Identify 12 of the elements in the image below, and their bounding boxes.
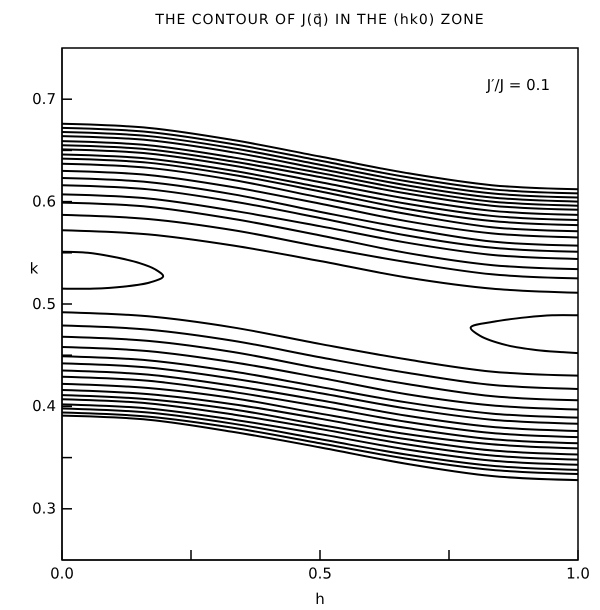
annotation: J′/J = 0.1 <box>486 76 550 94</box>
y-tick-label: 0.6 <box>32 192 56 210</box>
x-tick-label: 1.0 <box>566 564 590 583</box>
x-tick-label: 0.5 <box>308 564 332 583</box>
x-axis-title: h <box>315 590 325 608</box>
chart-title: THE CONTOUR OF J(q⃗) IN THE (hk0) ZONE <box>154 12 485 28</box>
y-tick-label: 0.4 <box>32 397 56 416</box>
y-tick-label: 0.5 <box>32 294 56 313</box>
y-tick-label: 0.7 <box>32 90 56 108</box>
y-axis-title: k <box>30 259 39 278</box>
x-tick-label: 0.0 <box>50 564 74 583</box>
y-tick-label: 0.3 <box>32 500 56 518</box>
